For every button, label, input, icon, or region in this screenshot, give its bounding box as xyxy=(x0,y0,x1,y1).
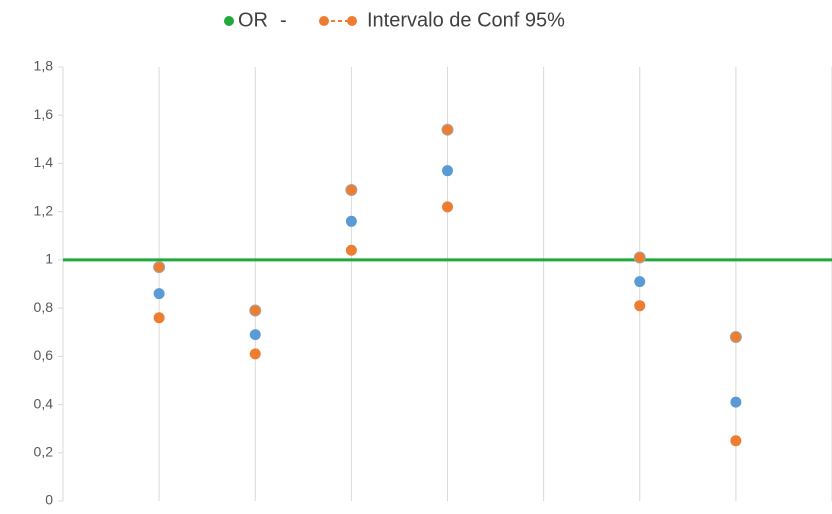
ci-upper-point xyxy=(249,304,262,317)
ci-lower-point xyxy=(634,300,646,312)
legend-marker xyxy=(224,16,234,26)
ci-upper-point xyxy=(345,183,358,196)
ci-lower-point xyxy=(730,435,742,447)
y-tick-label: 1,8 xyxy=(34,58,54,74)
legend-marker xyxy=(319,16,329,26)
y-tick-label: 1 xyxy=(45,251,53,267)
or-point xyxy=(345,215,357,227)
y-tick-label: 0 xyxy=(45,492,53,508)
or-point xyxy=(153,288,165,300)
ci-upper-point xyxy=(633,251,646,264)
y-tick-label: 0,4 xyxy=(34,395,54,411)
ci-lower-point xyxy=(249,348,261,360)
y-tick-label: 1,6 xyxy=(34,106,54,122)
legend-marker xyxy=(347,16,357,26)
y-tick-label: 0,6 xyxy=(34,347,54,363)
or-point xyxy=(249,329,261,341)
ci-upper-point xyxy=(441,123,454,136)
y-tick-label: 1,2 xyxy=(34,202,54,218)
or-point xyxy=(730,396,742,408)
or-point xyxy=(634,276,646,288)
or-point xyxy=(442,165,453,177)
legend-label: OR xyxy=(238,9,268,31)
y-tick-label: 0,2 xyxy=(34,443,54,459)
y-tick-label: 0,8 xyxy=(34,299,54,315)
legend-label: Intervalo de Conf 95% xyxy=(367,9,565,31)
y-tick-label: 1,4 xyxy=(34,154,54,170)
ci-upper-point xyxy=(153,261,166,274)
legend-separator: - xyxy=(280,9,287,31)
ci-upper-point xyxy=(729,331,742,344)
ci-lower-point xyxy=(153,312,165,324)
ci-lower-point xyxy=(345,244,357,256)
ci-lower-point xyxy=(442,201,453,213)
